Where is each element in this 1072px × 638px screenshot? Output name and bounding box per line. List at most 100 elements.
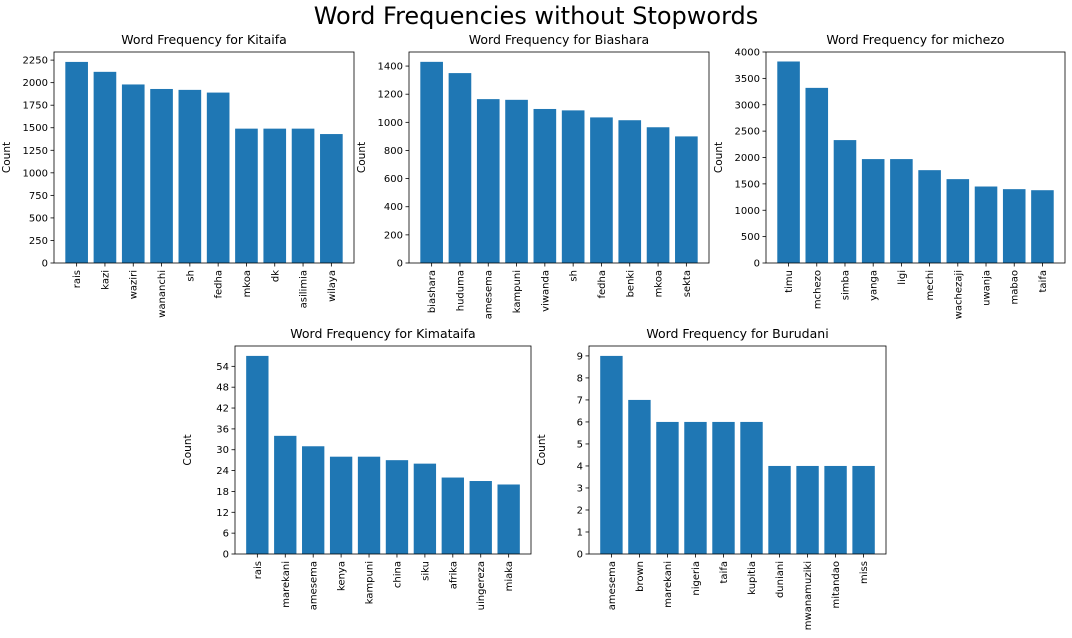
x-tick-label-sekta: sekta	[682, 270, 693, 297]
bar-kampuni	[357, 456, 381, 554]
y-tick-label: 30	[216, 445, 229, 456]
x-tick-label-duniani: duniani	[775, 561, 786, 598]
x-tick-label-wilaya: wilaya	[327, 270, 338, 302]
bar-asilimia	[291, 128, 315, 263]
y-tick-label: 0	[754, 259, 760, 270]
x-tick-label-sh: sh	[569, 270, 580, 282]
y-tick-label: 3	[577, 483, 583, 494]
x-tick-label-afrika: afrika	[448, 561, 459, 589]
bar-rais	[246, 355, 269, 554]
y-tick-label: 600	[384, 174, 403, 185]
axes-frame	[53, 51, 355, 264]
y-tick-label: 750	[29, 191, 48, 202]
bar-uingereza	[469, 481, 492, 554]
figure-title: Word Frequencies without Stopwords	[313, 2, 759, 30]
bar-mitandao	[824, 465, 847, 554]
x-tick-label-marekani: marekani	[663, 561, 674, 608]
x-tick-label-mkoa: mkoa	[242, 270, 253, 297]
x-tick-label-kampuni: kampuni	[365, 561, 376, 604]
x-tick-label-ligi: ligi	[897, 270, 908, 285]
y-tick-label: 500	[741, 232, 760, 243]
x-tick-label-rais: rais	[72, 270, 83, 288]
x-tick-label-sh: sh	[185, 270, 196, 282]
bar-sh	[178, 89, 202, 263]
x-tick-label-biashara: biashara	[427, 270, 438, 313]
bar-wilaya	[320, 134, 343, 263]
x-tick-label-taifa: taifa	[1038, 270, 1049, 292]
x-tick-label-fedha: fedha	[597, 270, 608, 299]
y-tick-label: 3000	[735, 100, 760, 111]
bar-mwanamuziki	[796, 465, 819, 554]
y-tick-label: 1200	[378, 90, 403, 101]
y-tick-label: 1500	[735, 179, 760, 190]
bar-huduma	[448, 73, 472, 263]
bar-mkoa	[235, 128, 258, 263]
bar-nigeria	[684, 421, 707, 554]
bar-amesema	[302, 446, 325, 554]
x-tick-label-mechi: mechi	[925, 270, 936, 301]
x-tick-label-mkoa: mkoa	[654, 270, 665, 297]
y-axis-label: Count	[1, 142, 13, 173]
x-tick-label-uwanja: uwanja	[982, 270, 993, 306]
chart-title: Word Frequency for michezo	[826, 32, 1004, 47]
x-tick-label-mwanamuziki: mwanamuziki	[803, 561, 814, 630]
bar-kupitia	[740, 421, 763, 554]
bar-fedha	[590, 117, 613, 263]
bar-kampuni	[505, 99, 528, 264]
bar-mabao	[1002, 189, 1026, 263]
x-tick-label-dk: dk	[270, 270, 281, 282]
y-tick-label: 18	[216, 487, 229, 498]
y-tick-label: 0	[223, 550, 229, 561]
x-tick-label-marekani: marekani	[281, 561, 292, 608]
bar-mkoa	[646, 127, 670, 263]
x-tick-label-benki: benki	[625, 270, 636, 297]
y-tick-label: 1	[577, 527, 583, 538]
x-tick-label-rais: rais	[253, 561, 264, 579]
x-tick-label-yanga: yanga	[869, 270, 880, 301]
x-tick-label-brown: brown	[635, 561, 646, 592]
bar-yanga	[861, 159, 885, 263]
bar-uwanja	[974, 186, 998, 263]
x-tick-label-china: china	[392, 561, 403, 588]
bar-waziri	[121, 84, 145, 263]
axes-frame	[408, 51, 710, 264]
y-tick-label: 250	[29, 236, 48, 247]
x-tick-label-timu: timu	[784, 270, 795, 293]
y-tick-label: 2500	[735, 127, 760, 138]
y-tick-label: 5	[577, 439, 583, 450]
y-tick-label: 48	[216, 383, 229, 394]
x-tick-label-huduma: huduma	[455, 270, 466, 311]
y-tick-label: 54	[216, 362, 229, 373]
x-tick-label-simba: simba	[840, 270, 851, 300]
bar-sh	[561, 110, 585, 263]
y-tick-label: 4000	[735, 48, 760, 59]
x-tick-label-waziri: waziri	[129, 270, 140, 299]
bar-biashara	[420, 61, 443, 264]
bar-mchezo	[805, 87, 829, 264]
y-tick-label: 800	[384, 146, 403, 157]
bar-duniani	[768, 465, 791, 554]
x-tick-label-kupitia: kupitia	[747, 561, 758, 595]
y-tick-label: 7	[577, 395, 583, 406]
y-tick-label: 24	[216, 466, 229, 477]
y-tick-label: 1000	[378, 118, 403, 129]
x-tick-label-amesema: amesema	[309, 561, 320, 610]
y-tick-label: 2250	[23, 56, 48, 67]
bar-china	[385, 460, 409, 554]
y-tick-label: 1750	[23, 101, 48, 112]
bar-amesema	[600, 355, 623, 554]
y-tick-label: 2000	[23, 78, 48, 89]
bar-marekani	[274, 435, 297, 554]
bar-benki	[618, 120, 642, 264]
y-tick-label: 400	[384, 202, 403, 213]
x-tick-label-mabao: mabao	[1010, 270, 1021, 304]
y-tick-label: 36	[216, 424, 229, 435]
y-tick-label: 1000	[23, 168, 48, 179]
bar-taifa	[1031, 190, 1054, 263]
bar-siku	[413, 463, 437, 554]
x-tick-label-wananchi: wananchi	[157, 270, 168, 318]
bar-rais	[65, 61, 88, 263]
